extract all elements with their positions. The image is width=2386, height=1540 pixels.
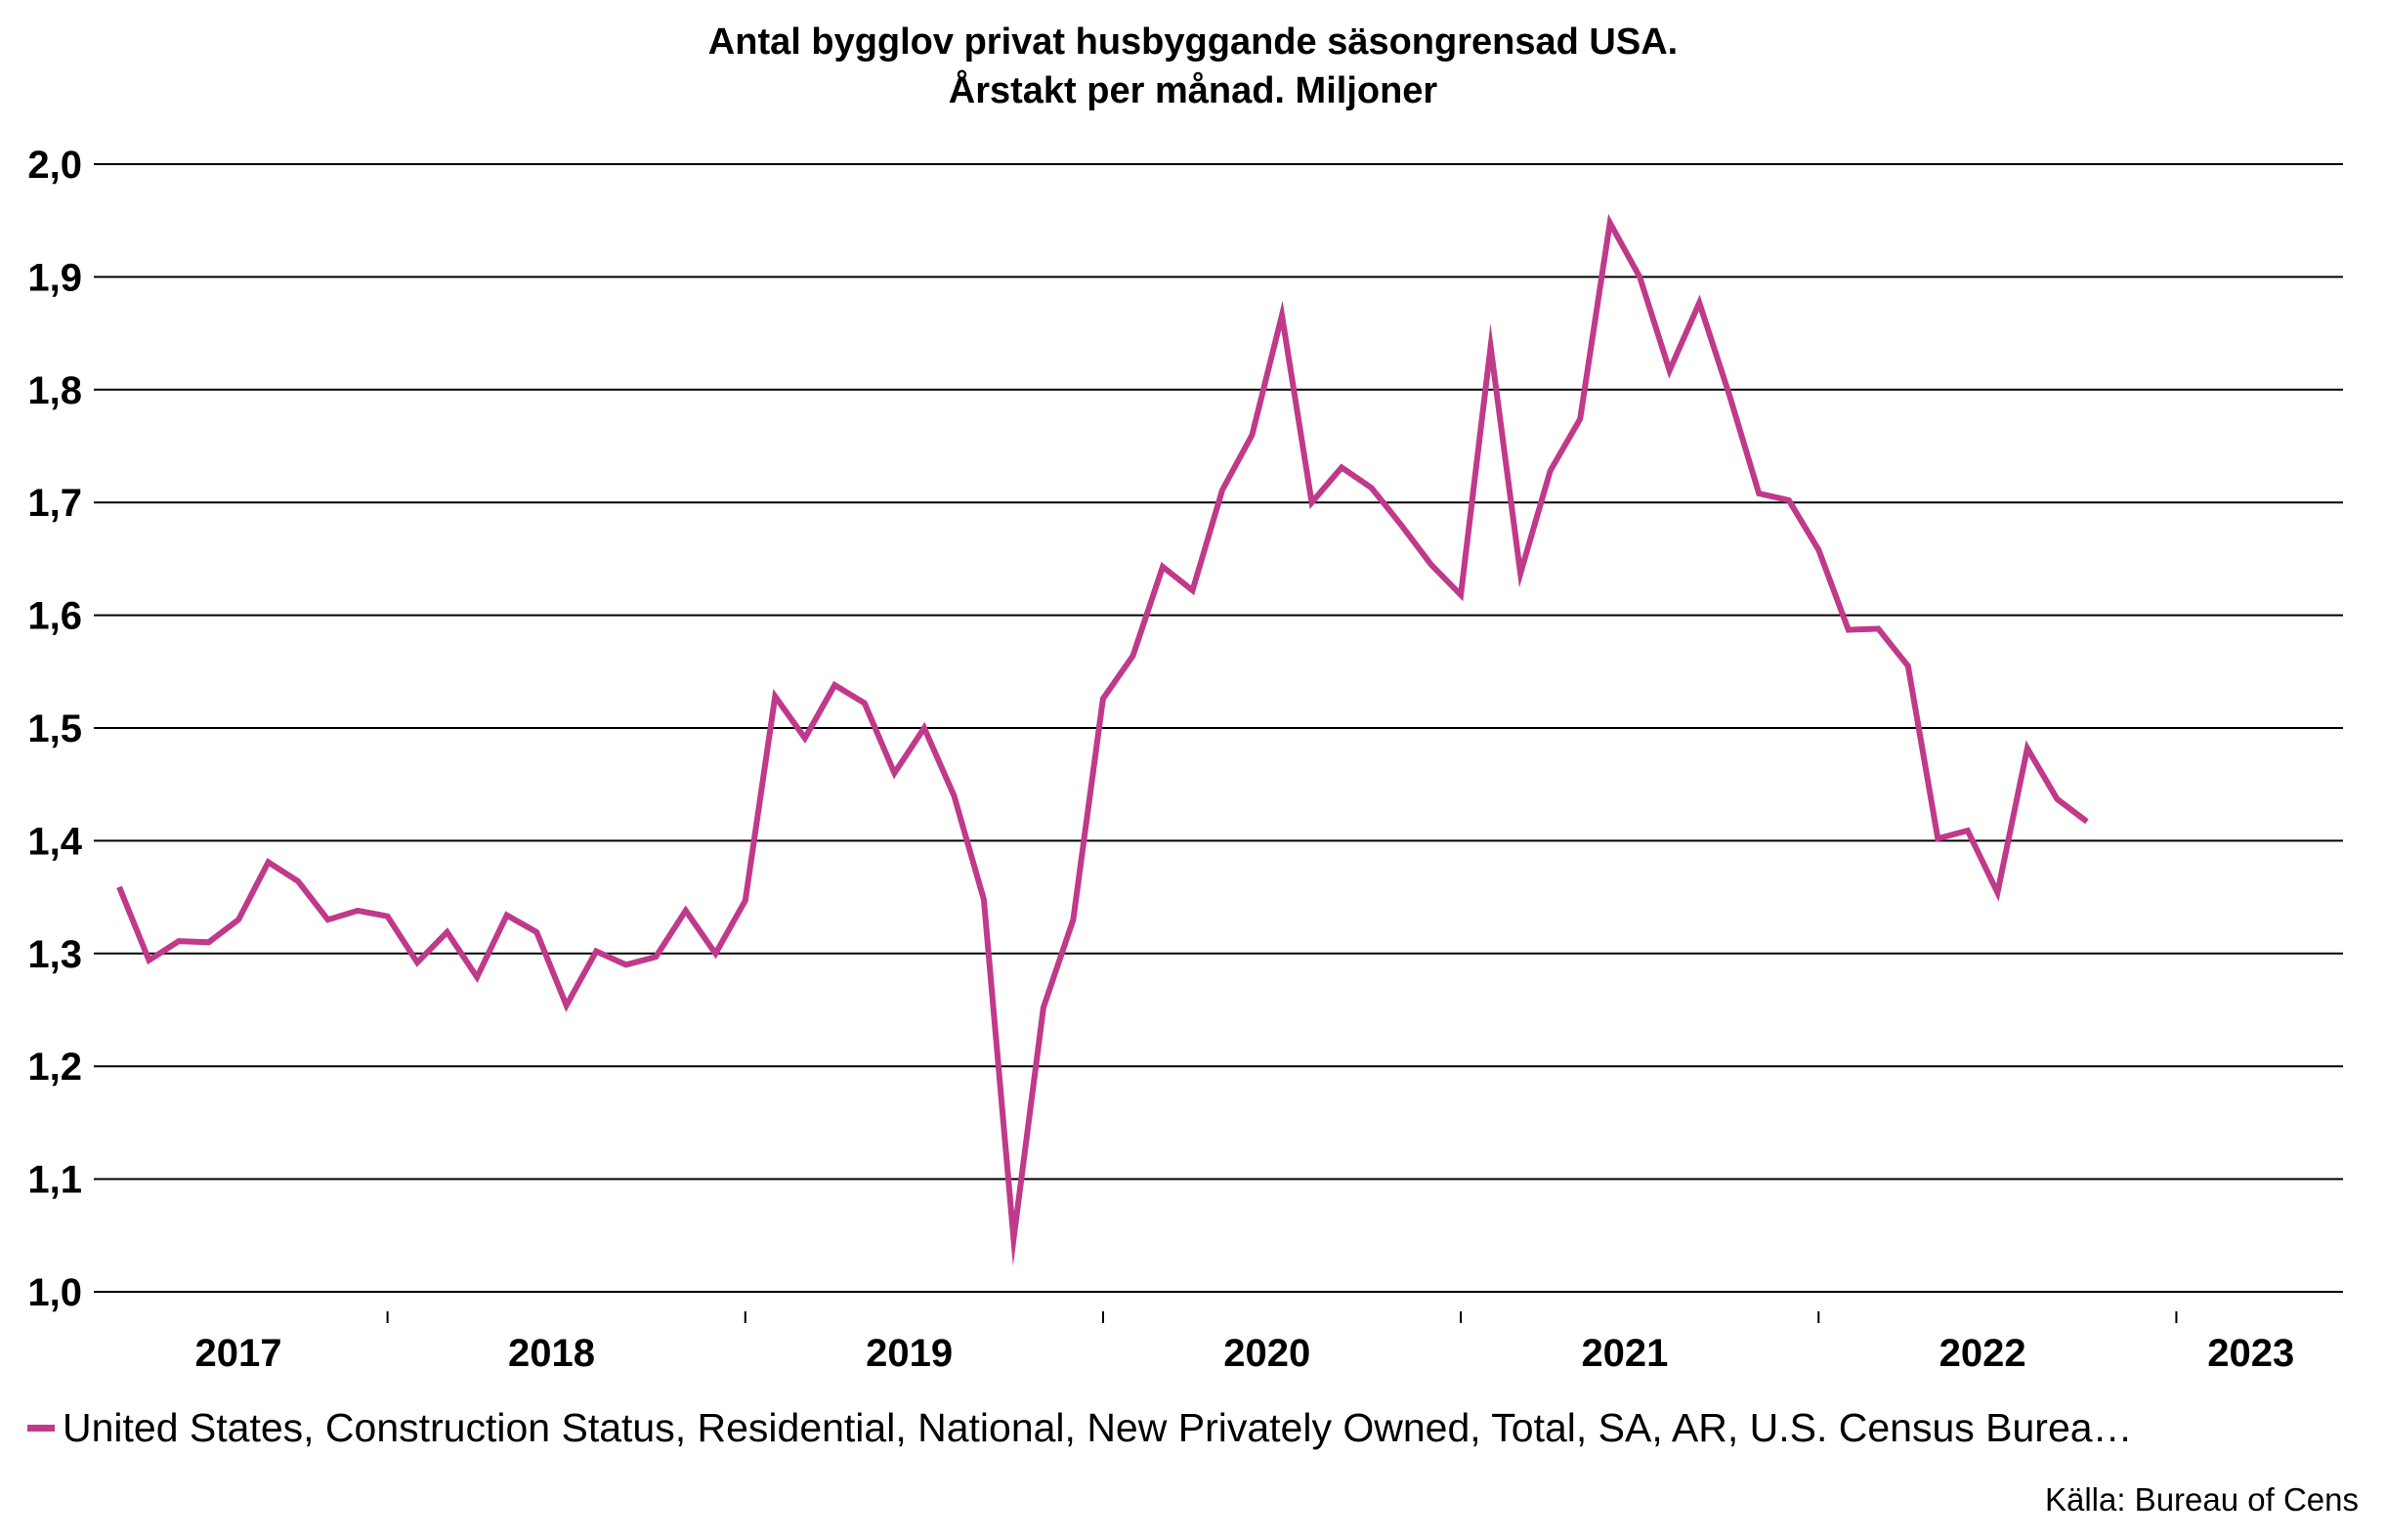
x-axis: 2017 2018 2019 2020 2021 2022 2023 (195, 1311, 2294, 1375)
legend-swatch (27, 1425, 55, 1432)
legend: United States, Construction Status, Resi… (27, 1405, 2133, 1451)
x-tick-label: 2017 (195, 1332, 282, 1375)
y-tick-label: 1,2 (27, 1046, 82, 1089)
x-tick-label: 2022 (1939, 1332, 2026, 1375)
y-tick-label: 1,8 (27, 369, 82, 412)
y-tick-label: 1,5 (27, 707, 82, 750)
y-tick-label: 1,3 (27, 933, 82, 976)
x-tick-label: 2018 (508, 1332, 595, 1375)
gridlines (94, 163, 2343, 1293)
y-tick-label: 1,9 (27, 256, 82, 299)
x-tick-label: 2020 (1223, 1332, 1310, 1375)
y-tick-label: 1,4 (27, 820, 82, 863)
x-tick-label: 2023 (2207, 1332, 2294, 1375)
y-tick-label: 1,7 (27, 482, 82, 525)
y-axis-ticks: 1,0 1,1 1,2 1,3 1,4 1,5 1,6 1,7 1,8 1,9 2,0 (27, 144, 82, 1314)
x-tick-label: 2019 (866, 1332, 953, 1375)
series-line (116, 213, 2089, 1266)
y-tick-label: 1,6 (27, 595, 82, 638)
chart-plot: 1,01,11,21,31,41,51,61,71,81,92,0 2017 20… (27, 144, 2343, 1375)
chart-title-line: Antal bygglov privat husbyggande säsongr… (707, 21, 1679, 63)
legend-label: United States, Construction Status, Resi… (63, 1405, 2133, 1450)
series-group (116, 213, 2089, 1266)
chart-title: Antal bygglov privat husbyggande säsongr… (0, 18, 2386, 115)
x-tick-label: 2021 (1581, 1332, 1668, 1375)
source-note: Källa: Bureau of Cens (2044, 1481, 2359, 1518)
chart-subtitle: Årstakt per månad. Miljoner (948, 70, 1438, 111)
y-tick-label: 1,1 (27, 1159, 82, 1202)
y-tick-label: 2,0 (27, 144, 82, 187)
y-tick-label: 1,0 (27, 1271, 82, 1314)
